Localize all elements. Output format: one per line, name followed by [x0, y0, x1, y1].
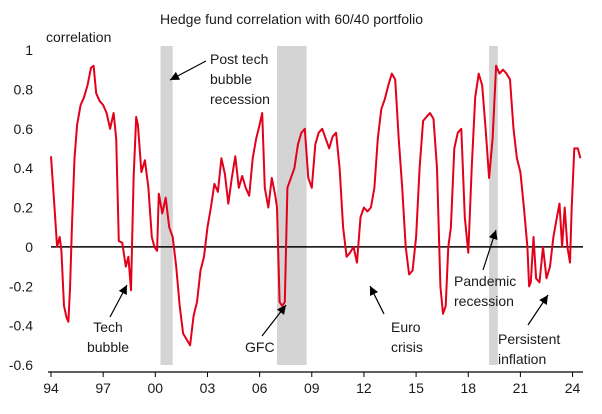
annotation-post-tech: recession: [210, 91, 270, 107]
annotation-post-tech: bubble: [210, 71, 252, 87]
annotation-tech-bubble: bubble: [87, 339, 129, 355]
series-line: [50, 64, 582, 347]
y-tick-label: -0.6: [9, 357, 33, 373]
x-tick-label: 00: [148, 380, 164, 396]
x-axis: 94 97 00 03 06 09 12 15 18 21 24: [43, 371, 583, 396]
annotation-arrowhead-persistent-inflation: [539, 295, 548, 305]
annotation-euro-crisis: Euro: [391, 319, 421, 335]
annotation-arrowhead-tech-bubble: [118, 285, 127, 296]
x-tick-label: 06: [252, 380, 268, 396]
x-tick-label: 09: [304, 380, 320, 396]
annotation-pandemic: recession: [454, 293, 514, 309]
y-tick-label: -0.2: [9, 278, 33, 294]
y-axis-ticks: -0.6 -0.4 -0.2 0 0.2 0.4 0.6 0.8 1: [9, 42, 33, 373]
y-tick-label: 1: [25, 42, 33, 58]
y-tick-label: 0.6: [14, 121, 34, 137]
y-axis-label: correlation: [46, 29, 111, 45]
chart-title: Hedge fund correlation with 60/40 portfo…: [160, 11, 423, 27]
x-tick-label: 18: [460, 380, 476, 396]
x-tick-label: 97: [95, 380, 111, 396]
y-tick-label: 0: [25, 239, 33, 255]
x-tick-label: 03: [200, 380, 216, 396]
x-tick-label: 94: [43, 380, 59, 396]
y-tick-label: 0.4: [14, 160, 34, 176]
annotation-arrowhead-pandemic: [488, 230, 498, 240]
annotation-arrowhead-euro-crisis: [370, 286, 379, 297]
annotation-persistent-inflation: Persistent: [498, 331, 560, 347]
annotation-post-tech: Post tech: [210, 51, 268, 67]
annotation-gfc: GFC: [245, 339, 275, 355]
annotations: Post tech bubble recession Tech bubble GFC Eur…: [87, 51, 560, 367]
annotation-arrowhead-gfc: [276, 305, 286, 315]
x-tick-label: 21: [513, 380, 529, 396]
annotation-arrowhead-post-tech: [170, 71, 181, 80]
y-tick-label: -0.4: [9, 318, 33, 334]
annotation-pandemic: Pandemic: [454, 273, 516, 289]
annotation-tech-bubble: Tech: [93, 319, 123, 335]
y-tick-label: 0.2: [14, 200, 34, 216]
x-tick-label: 12: [356, 380, 372, 396]
recession-band-1: [277, 46, 307, 365]
annotation-persistent-inflation: inflation: [498, 351, 546, 367]
recession-band-2: [489, 46, 498, 365]
annotation-euro-crisis: crisis: [391, 339, 423, 355]
x-tick-label: 24: [565, 380, 581, 396]
y-tick-label: 0.8: [14, 81, 34, 97]
x-tick-label: 15: [408, 380, 424, 396]
